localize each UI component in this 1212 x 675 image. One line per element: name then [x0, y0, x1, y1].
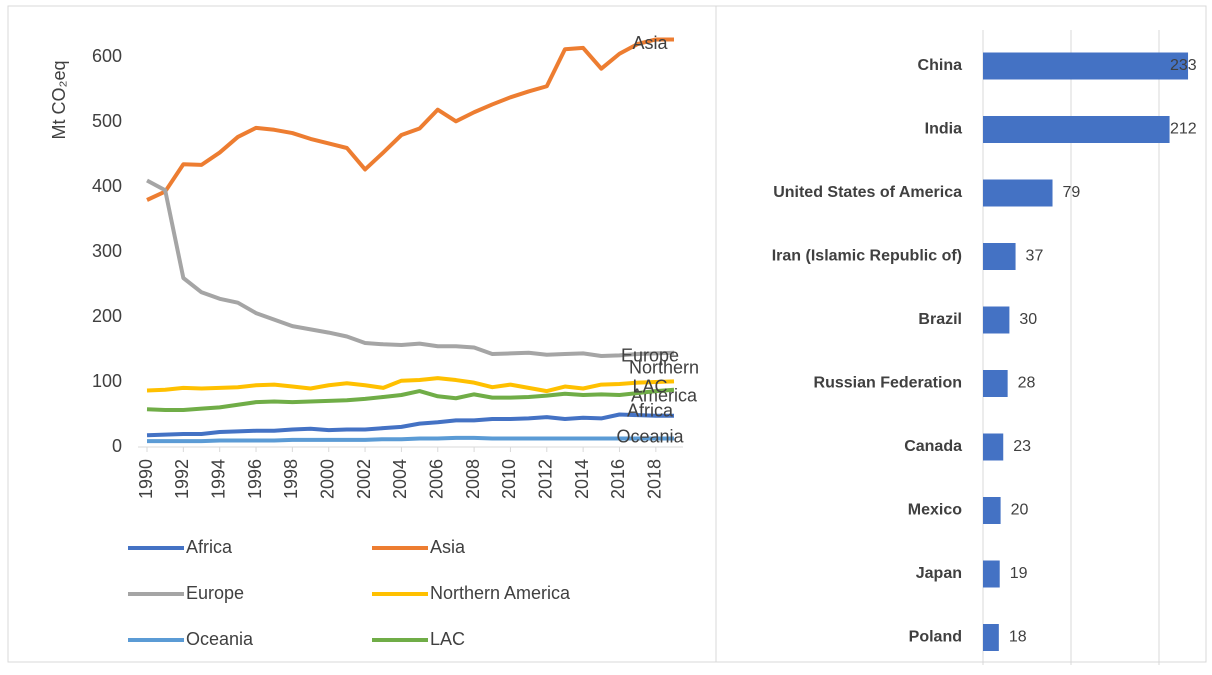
- x-tick-label: 2008: [463, 459, 483, 499]
- legend-label: Europe: [186, 583, 244, 603]
- bar: [983, 497, 1001, 524]
- value-label: 19: [1010, 565, 1028, 582]
- x-tick-label: 1992: [172, 459, 192, 499]
- category-label: Japan: [916, 565, 962, 582]
- y-tick-label: 0: [112, 436, 122, 456]
- y-tick-label: 600: [92, 46, 122, 66]
- value-label: 20: [1011, 502, 1029, 519]
- category-label: United States of America: [773, 184, 962, 201]
- x-tick-label: 1990: [136, 459, 156, 499]
- legend-label: Asia: [430, 537, 466, 557]
- y-tick-label: 500: [92, 111, 122, 131]
- bar: [983, 52, 1189, 80]
- end-label: LAC: [632, 377, 667, 397]
- value-label: 18: [1009, 629, 1027, 646]
- x-tick-label: 2014: [572, 459, 592, 499]
- x-tick-label: 2000: [317, 459, 337, 499]
- y-tick-label: 300: [92, 241, 122, 261]
- value-label: 28: [1018, 375, 1036, 392]
- x-tick-label: 2016: [608, 459, 628, 499]
- value-label: 30: [1019, 311, 1037, 328]
- bar: [983, 433, 1004, 461]
- value-label: 23: [1013, 438, 1031, 455]
- x-tick-label: 2012: [536, 459, 556, 499]
- category-label: China: [918, 57, 963, 74]
- value-label: 233: [1170, 57, 1197, 74]
- category-label: Poland: [909, 629, 962, 646]
- series-line: [146, 37, 674, 202]
- legend-label: LAC: [430, 629, 465, 649]
- bar: [983, 560, 1000, 588]
- series-line: [147, 435, 674, 444]
- bar: [983, 624, 999, 651]
- category-label: Russian Federation: [814, 375, 962, 392]
- end-label: Africa: [627, 401, 674, 421]
- x-tick-label: 1998: [281, 459, 301, 499]
- y-tick-label: 200: [92, 306, 122, 326]
- x-tick-label: 1996: [245, 459, 265, 499]
- y-tick-label: 400: [92, 176, 122, 196]
- end-label: Oceania: [616, 426, 684, 446]
- category-label: Mexico: [908, 502, 962, 519]
- x-tick-label: 2002: [354, 459, 374, 499]
- bar: [983, 179, 1053, 207]
- series-line: [146, 387, 675, 412]
- legend-label: Oceania: [186, 629, 254, 649]
- series-line: [146, 376, 675, 394]
- legend-label: Africa: [186, 537, 233, 557]
- series-line: [146, 178, 675, 358]
- bar: [983, 306, 1010, 334]
- y-tick-label: 100: [92, 371, 122, 391]
- bar: [983, 116, 1170, 143]
- x-tick-label: 2010: [499, 459, 519, 499]
- category-label: Canada: [904, 438, 962, 455]
- x-tick-label: 1994: [208, 459, 228, 499]
- bar: [983, 243, 1016, 270]
- left-panel: [7, 5, 717, 663]
- legend-label: Northern America: [430, 583, 571, 603]
- x-tick-label: 2006: [427, 459, 447, 499]
- value-label: 79: [1063, 184, 1081, 201]
- bar: [983, 370, 1008, 397]
- value-label: 212: [1170, 121, 1197, 138]
- category-label: Iran (Islamic Republic of): [772, 248, 962, 265]
- category-label: Brazil: [918, 311, 962, 328]
- value-label: 37: [1026, 248, 1044, 265]
- end-label: Europe: [621, 346, 679, 366]
- x-tick-label: 2018: [645, 459, 665, 499]
- series-line: [146, 412, 674, 438]
- y-axis-label: Mt CO₂eq: [49, 60, 69, 139]
- end-label: Asia: [632, 33, 668, 53]
- category-label: India: [925, 121, 962, 138]
- x-tick-label: 2004: [390, 459, 410, 499]
- right-panel: [715, 5, 1207, 663]
